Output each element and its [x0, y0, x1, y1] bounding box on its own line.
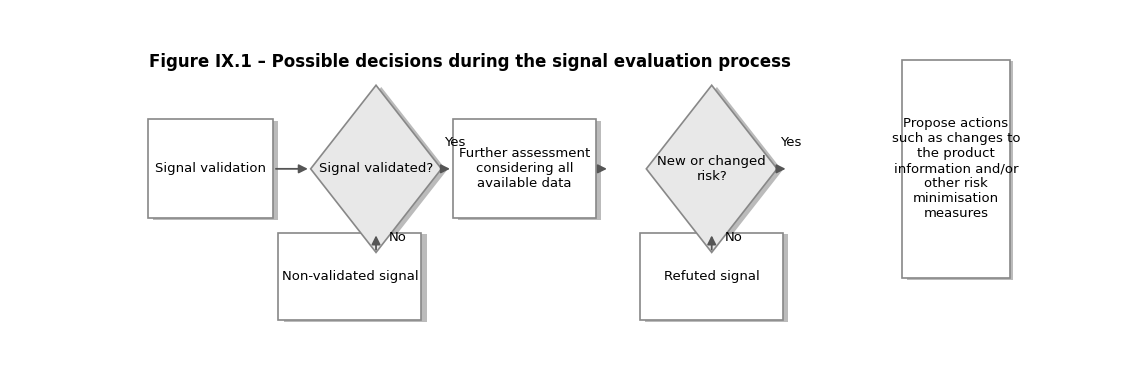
Text: Further assessment
considering all
available data: Further assessment considering all avail…: [459, 147, 590, 190]
Bar: [458, 121, 601, 220]
Bar: [153, 121, 278, 220]
Polygon shape: [310, 85, 441, 252]
Text: Non-validated signal: Non-validated signal: [281, 270, 418, 283]
Text: No: No: [724, 231, 742, 244]
Bar: [907, 61, 1015, 280]
Text: Figure IX.1 – Possible decisions during the signal evaluation process: Figure IX.1 – Possible decisions during …: [150, 53, 791, 71]
Text: New or changed
risk?: New or changed risk?: [657, 155, 766, 183]
Bar: [147, 119, 273, 219]
Polygon shape: [646, 85, 777, 252]
Bar: [284, 234, 426, 322]
Polygon shape: [651, 87, 782, 254]
Text: No: No: [389, 231, 407, 244]
Bar: [452, 119, 596, 219]
Polygon shape: [316, 87, 447, 254]
Bar: [902, 60, 1010, 278]
Bar: [646, 234, 789, 322]
Text: Yes: Yes: [780, 136, 801, 149]
Text: Signal validated?: Signal validated?: [318, 162, 433, 175]
Bar: [278, 233, 422, 321]
Text: Refuted signal: Refuted signal: [664, 270, 759, 283]
Bar: [640, 233, 783, 321]
Text: Propose actions
such as changes to
the product
information and/or
other risk
min: Propose actions such as changes to the p…: [892, 117, 1020, 220]
Text: Yes: Yes: [444, 136, 466, 149]
Text: Signal validation: Signal validation: [155, 162, 266, 175]
